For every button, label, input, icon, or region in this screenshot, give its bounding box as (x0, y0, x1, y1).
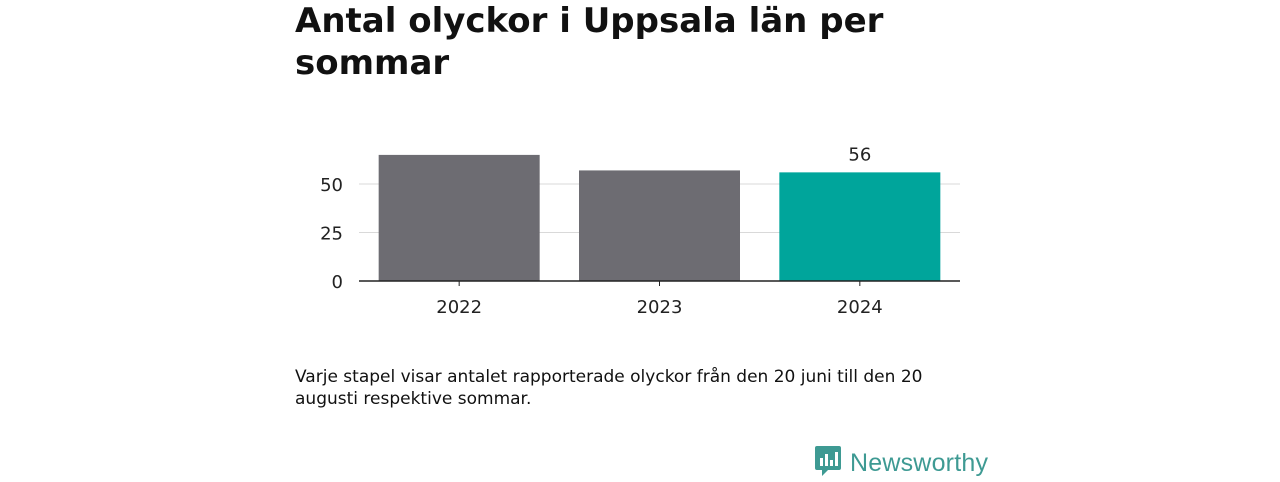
y-tick-label: 0 (332, 272, 343, 293)
bar-2024 (779, 172, 941, 281)
bars (378, 154, 941, 281)
brand-name: Newsworthy (850, 448, 989, 477)
bar-2023 (579, 170, 740, 281)
newsworthy-logo-icon (814, 444, 842, 482)
bar-2022 (378, 154, 540, 281)
y-tick-label: 50 (320, 175, 343, 196)
labels: 0 25 50 2022 2023 2024 56 (320, 144, 883, 318)
x-tick-label: 2022 (436, 297, 482, 318)
chart-footnote: Varje stapel visar antalet rapporterade … (295, 367, 923, 409)
newsworthy-brand: Newsworthy (814, 446, 988, 480)
axes (359, 280, 960, 286)
x-tick-label: 2024 (837, 297, 883, 318)
x-tick-label: 2023 (637, 297, 683, 318)
y-tick-label: 25 (320, 224, 343, 245)
chart-title: Antal olyckor i Uppsala län per sommar (295, 1, 884, 83)
data-label: 56 (848, 144, 871, 165)
